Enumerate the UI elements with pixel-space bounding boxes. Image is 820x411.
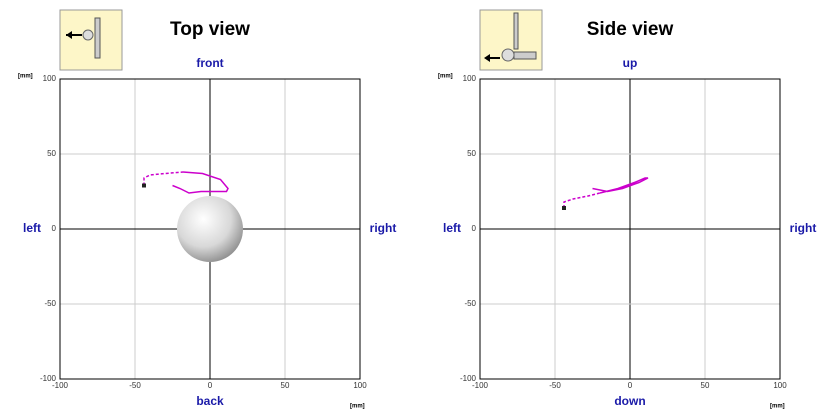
x-tick-label: -100 [472,381,489,390]
x-tick-label: -50 [129,381,141,390]
x-unit: [mm] [350,404,365,410]
plot-frame [59,78,361,380]
direction-label: right [370,221,397,235]
x-tick-label: 0 [208,381,213,390]
y-tick-label: 100 [463,74,477,83]
direction-label: down [614,394,645,408]
direction-label: back [196,394,224,408]
y-unit: [mm] [438,74,453,80]
golf-ball [177,196,243,262]
direction-label: front [196,56,223,70]
x-tick-label: -100 [52,381,69,390]
y-tick-label: -100 [460,374,477,383]
y-tick-label: 0 [52,224,57,233]
y-tick-label: 0 [472,224,477,233]
direction-label: left [443,221,461,235]
x-unit: [mm] [770,404,785,410]
side-view-icon [479,9,543,71]
start-marker [562,206,566,210]
trajectory [592,177,649,194]
trajectory [563,192,601,208]
chart-title: Top view [170,19,250,40]
direction-label: right [790,221,817,235]
y-tick-label: -100 [40,374,57,383]
plot-frame [479,78,781,380]
start-marker [142,183,146,188]
trajectory [143,171,184,186]
x-tick-label: -50 [549,381,561,390]
y-tick-label: 50 [467,149,476,158]
top-view-icon [59,9,123,71]
direction-label: left [23,221,41,235]
y-tick-label: 100 [43,74,57,83]
y-tick-label: 50 [47,149,56,158]
x-tick-label: 100 [773,381,787,390]
y-tick-label: -50 [464,299,476,308]
x-tick-label: 100 [353,381,367,390]
x-tick-label: 50 [701,381,710,390]
y-unit: [mm] [18,74,33,80]
chart-title: Side view [587,19,674,40]
y-tick-label: -50 [44,299,56,308]
direction-label: up [623,56,638,70]
x-tick-label: 50 [281,381,290,390]
trajectory [172,171,229,194]
x-tick-label: 0 [628,381,633,390]
